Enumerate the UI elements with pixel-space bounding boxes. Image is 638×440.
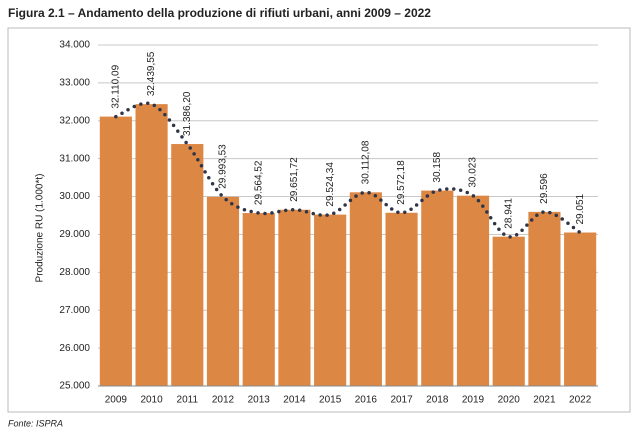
value-label: 31.386,20: [182, 91, 193, 136]
bar: [278, 209, 311, 386]
bar: [171, 144, 204, 386]
x-tick-label: 2019: [462, 395, 485, 406]
source-note: Fonte: ISPRA: [8, 418, 63, 428]
x-tick-label: 2022: [569, 395, 592, 406]
x-tick-label: 2011: [177, 395, 199, 406]
bar: [99, 116, 132, 386]
y-tick-label: 27.000: [59, 305, 90, 316]
x-tick-label: 2015: [319, 395, 342, 406]
x-tick-label: 2012: [212, 395, 235, 406]
value-label: 30.023: [468, 157, 479, 188]
value-label: 29.572,18: [396, 160, 407, 205]
y-tick-label: 29.000: [59, 229, 90, 240]
chart-frame: [7, 27, 631, 413]
y-tick-label: 26.000: [59, 343, 90, 354]
bar: [564, 232, 597, 386]
x-tick-label: 2021: [533, 395, 556, 406]
value-label: 32.110,09: [110, 64, 121, 108]
bar: [314, 214, 347, 386]
bar: [492, 236, 525, 386]
x-tick-label: 2013: [248, 395, 271, 406]
y-tick-label: 34.000: [59, 40, 90, 51]
value-label: 32.439,55: [146, 51, 157, 96]
y-tick-label: 28.000: [59, 267, 90, 278]
bar: [206, 196, 240, 386]
value-label: 29.596: [539, 173, 550, 204]
y-tick-label: 32.000: [59, 115, 90, 126]
trend-line: [114, 101, 582, 239]
y-axis-label: Produzione RU (1.000*t): [35, 174, 46, 283]
value-label: 29.564,52: [253, 160, 264, 205]
x-tick-label: 2009: [105, 395, 128, 406]
bar: [135, 104, 168, 386]
x-tick-label: 2010: [140, 395, 163, 406]
bar: [528, 211, 561, 386]
bar: [242, 213, 275, 386]
value-label: 29.651,72: [289, 157, 300, 202]
bar: [349, 192, 382, 386]
value-label: 29.524,34: [325, 162, 336, 207]
x-tick-label: 2018: [426, 395, 449, 406]
y-tick-label: 25.000: [59, 381, 90, 392]
y-tick-label: 30.000: [59, 191, 90, 202]
y-tick-label: 31.000: [59, 153, 90, 164]
value-label: 30.112,08: [360, 140, 371, 184]
value-label: 30.158: [432, 152, 443, 183]
bar: [421, 190, 454, 386]
value-label: 29.993,53: [218, 144, 229, 189]
x-tick-label: 2016: [355, 395, 378, 406]
y-tick-label: 33.000: [59, 78, 90, 89]
x-tick-label: 2020: [498, 395, 521, 406]
bar: [385, 212, 418, 386]
x-tick-label: 2014: [283, 395, 306, 406]
chart-title: Figura 2.1 – Andamento della produzione …: [8, 6, 431, 20]
x-tick-label: 2017: [390, 395, 413, 406]
bar: [456, 195, 490, 386]
value-label: 28.941: [503, 198, 514, 229]
value-label: 29.051: [575, 193, 586, 224]
